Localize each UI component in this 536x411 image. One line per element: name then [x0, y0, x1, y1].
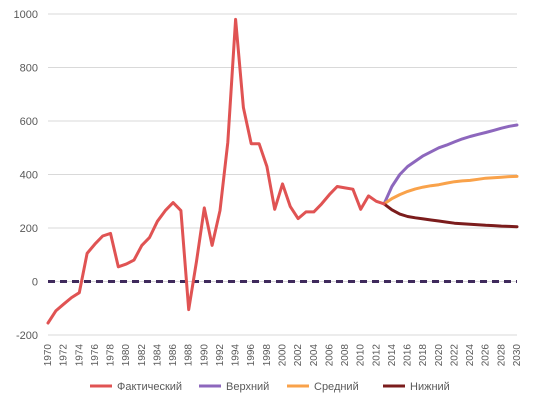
x-tick-label: 1990 [199, 344, 210, 367]
x-tick-label: 1984 [152, 344, 163, 367]
x-tick-label: 2024 [465, 344, 476, 367]
x-tick-label: 1982 [137, 344, 148, 367]
x-tick-label: 2028 [496, 344, 507, 367]
x-tick-label: 1974 [74, 344, 85, 367]
series-lines [46, 17, 519, 325]
x-tick-label: 1998 [262, 344, 273, 367]
legend-label: Средний [314, 381, 359, 393]
x-tick-label: 1980 [121, 344, 132, 367]
legend-item: Верхний [199, 381, 269, 393]
gridlines [48, 13, 517, 336]
x-tick-label: 2012 [371, 344, 382, 367]
y-tick-label: 400 [20, 170, 38, 182]
x-tick-label: 2014 [387, 344, 398, 367]
x-tick-label: 1992 [215, 344, 226, 367]
series-line-middle [382, 174, 519, 206]
x-tick-label: 1972 [59, 344, 70, 367]
x-tick-label: 2016 [403, 344, 414, 367]
y-tick-label: 0 [32, 277, 38, 289]
x-tick-label: 1970 [43, 344, 54, 367]
series-line-lower [382, 202, 519, 229]
series-line-actual [46, 17, 386, 325]
x-tick-label: 2026 [481, 344, 492, 367]
x-tick-label: 1976 [90, 344, 101, 367]
y-axis-tick-labels: -200 0 200 400 600 800 1000 [14, 9, 38, 342]
series-line-upper [382, 123, 519, 206]
x-tick-label: 1986 [168, 344, 179, 367]
x-tick-label: 2008 [340, 344, 351, 367]
x-tick-label: 2004 [309, 344, 320, 367]
x-tick-label: 2022 [449, 344, 460, 367]
legend-item: Нижний [383, 381, 450, 393]
x-tick-label: 2000 [278, 344, 289, 367]
x-tick-label: 1988 [184, 344, 195, 367]
x-tick-label: 2002 [293, 344, 304, 367]
x-tick-label: 2010 [356, 344, 367, 367]
x-tick-label: 1978 [106, 344, 117, 367]
legend-label: Фактический [117, 381, 182, 393]
legend-label: Нижний [410, 381, 450, 393]
y-tick-label: 1000 [14, 9, 38, 21]
x-tick-label: 2020 [434, 344, 445, 367]
x-tick-label: 1994 [231, 344, 242, 367]
legend-label: Верхний [226, 381, 269, 393]
x-tick-label: 2006 [324, 344, 335, 367]
legend-item: Фактический [90, 381, 182, 393]
y-tick-label: 600 [20, 116, 38, 128]
x-axis-tick-labels: 1970 1972 1974 1976 1978 1980 1982 1984 1986 1988… [43, 344, 523, 367]
y-tick-label: 200 [20, 223, 38, 235]
y-tick-label: -200 [16, 330, 38, 342]
legend-item: Средний [287, 381, 359, 393]
legend: Фактический Верхний Средний Нижний [90, 381, 450, 393]
x-tick-label: 2018 [418, 344, 429, 367]
x-tick-label: 2030 [512, 344, 523, 367]
y-tick-label: 800 [20, 63, 38, 75]
x-tick-label: 1996 [246, 344, 257, 367]
